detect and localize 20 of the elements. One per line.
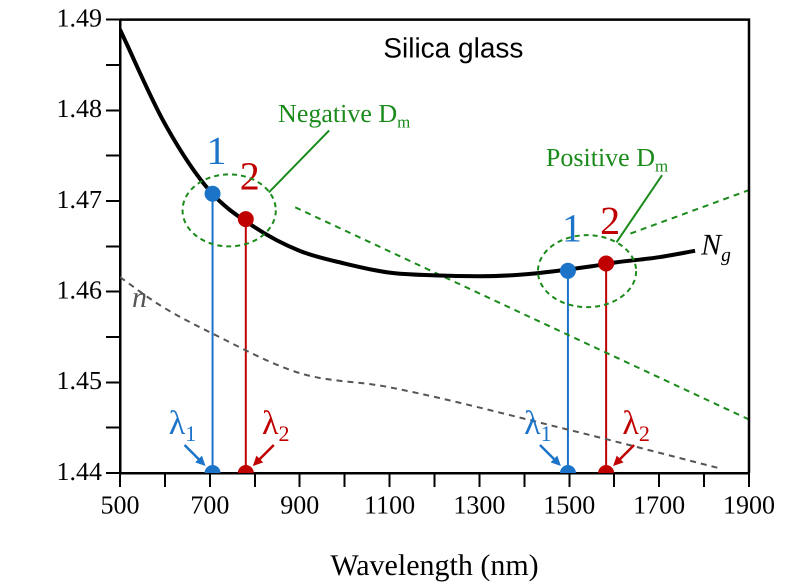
series-label: n — [132, 281, 147, 314]
y-tick-label: 1.45 — [56, 366, 102, 396]
x-tick-label: 1500 — [543, 490, 596, 520]
x-axis-title: Wavelength (nm) — [330, 548, 539, 582]
x-tick-label: 1300 — [453, 490, 506, 520]
text: Silica glass — [383, 32, 524, 64]
y-tick-label: 1.48 — [56, 94, 102, 124]
y-tick-label: 1.44 — [56, 456, 102, 486]
x-tick-label: 700 — [190, 490, 230, 520]
x-tick-label: 900 — [280, 490, 320, 520]
y-tick-label: 1.47 — [56, 184, 102, 214]
annotation: 2 — [600, 198, 620, 244]
y-tick-label: 1.49 — [56, 3, 102, 32]
annotation: 2 — [240, 154, 260, 199]
x-tick-label: 1700 — [633, 490, 686, 520]
x-tick-label: 500 — [100, 490, 140, 520]
x-tick-label: 1900 — [723, 490, 775, 520]
annotation: 1 — [206, 128, 227, 174]
y-tick-label: 1.46 — [56, 275, 102, 304]
x-tick-label: 1100 — [364, 490, 416, 520]
